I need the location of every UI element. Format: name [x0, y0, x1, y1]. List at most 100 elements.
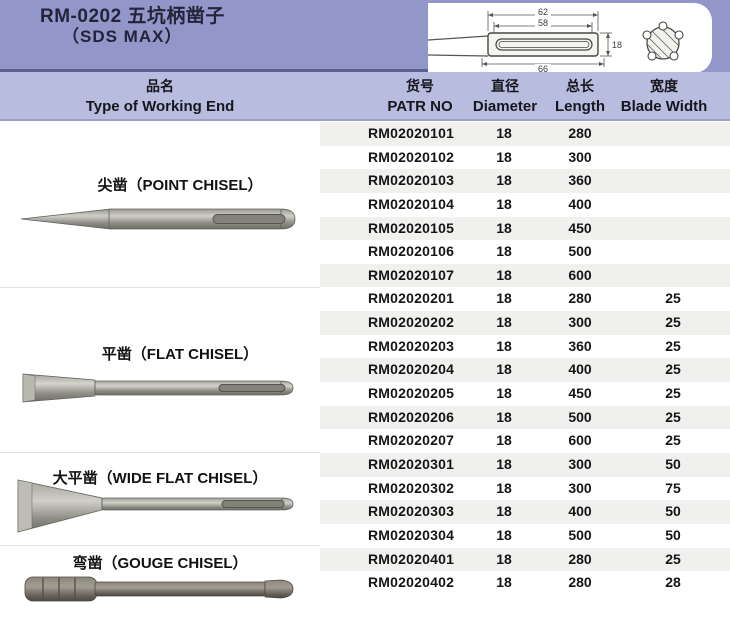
cell-dia: 18: [496, 337, 512, 354]
cell-part: RM02020107: [368, 266, 455, 283]
cell-part: RM02020101: [368, 125, 455, 141]
dim-66-label: 66: [538, 64, 548, 73]
cell-part: RM02020204: [368, 361, 455, 378]
cell-part: RM02020206: [368, 408, 455, 425]
cell-len: 280: [568, 550, 592, 567]
gouge-chisel-image: [0, 573, 320, 610]
cell-part: RM02020304: [368, 526, 455, 543]
header-partno-en: PATR NO: [387, 98, 453, 116]
top-banner: RM-0202 五坑柄凿子 （SDS MAX）: [0, 0, 730, 73]
table-row: RM02020204 18 400 25: [320, 358, 730, 383]
table-row: RM02020103 18 360: [320, 169, 730, 193]
cell-part: RM02020102: [368, 148, 455, 165]
cell-bw: [643, 240, 703, 264]
cell-len: 500: [568, 526, 592, 543]
flat-chisel-image: [0, 366, 320, 415]
cell-dia: 18: [496, 385, 512, 402]
table-row: RM02020303 18 400 50: [320, 500, 730, 524]
header-partno-cn: 货号: [406, 78, 434, 94]
cell-dia: 18: [496, 243, 512, 260]
cell-len: 360: [568, 172, 592, 189]
point-chisel-image: [0, 197, 320, 246]
working-end-column: 尖凿（POINT CHISEL） 平: [0, 122, 320, 602]
cell-len: 600: [568, 432, 592, 449]
header-length: 总长 Length: [535, 76, 625, 118]
header-len-cn: 总长: [566, 78, 594, 94]
wide-flat-chisel-image: [0, 474, 320, 541]
cell-len: 280: [568, 290, 592, 307]
table-row: RM02020207 18 600 25: [320, 429, 730, 453]
cell-dia: 18: [496, 408, 512, 425]
header-product-type: 品名 Type of Working End: [0, 76, 320, 118]
table-row: RM02020402 18 280 28: [320, 571, 730, 595]
cell-bw: [643, 122, 703, 146]
wide-flat-chisel-label: 大平凿（WIDE FLAT CHISEL）: [52, 470, 268, 487]
cell-dia: 18: [496, 219, 512, 236]
header-bw-en: Blade Width: [620, 98, 708, 116]
dim-58-label: 58: [538, 18, 548, 28]
table-header: 品名 Type of Working End 货号 PATR NO 直径 Dia…: [0, 72, 730, 121]
table-row: RM02020301 18 300 50: [320, 452, 730, 477]
table-row: RM02020302 18 300 75: [320, 477, 730, 501]
cell-dia: 18: [496, 503, 512, 520]
cell-dia: 18: [496, 526, 512, 543]
cell-part: RM02020401: [368, 550, 455, 567]
header-dia-en: Diameter: [472, 98, 538, 116]
cell-part: RM02020106: [368, 243, 455, 260]
table-row: RM02020101 18 280: [320, 122, 730, 146]
cell-dia: 18: [496, 455, 512, 472]
cell-part: RM02020207: [368, 432, 455, 449]
flat-chisel-label: 平凿（FLAT CHISEL）: [101, 346, 259, 363]
dim-62-label: 62: [538, 7, 548, 17]
cell-part: RM02020302: [368, 479, 455, 496]
cell-bw: 25: [665, 550, 681, 567]
cell-part: RM02020203: [368, 337, 455, 354]
cell-part: RM02020201: [368, 290, 455, 307]
cell-len: 300: [568, 148, 592, 165]
cell-dia: 18: [496, 125, 512, 141]
cell-len: 400: [568, 503, 592, 520]
section-gouge-chisel: 弯凿（GOUGE CHISEL）: [0, 545, 320, 602]
cell-bw: 25: [665, 432, 681, 449]
cell-part: RM02020104: [368, 195, 455, 212]
shank-type-subtitle: （SDS MAX）: [62, 26, 183, 46]
cell-len: 450: [568, 385, 592, 402]
section-flat-chisel: 平凿（FLAT CHISEL）: [0, 287, 320, 452]
header-diameter: 直径 Diameter: [455, 76, 555, 118]
table-row: RM02020304 18 500 50: [320, 524, 730, 548]
cell-len: 500: [568, 243, 592, 260]
cell-part: RM02020202: [368, 314, 455, 331]
cell-bw: 25: [665, 361, 681, 378]
cell-dia: 18: [496, 574, 512, 591]
section-point-chisel: 尖凿（POINT CHISEL）: [0, 122, 320, 287]
header-dia-cn: 直径: [491, 78, 519, 94]
shank-cross-section: [642, 21, 684, 61]
table-row: RM02020206 18 500 25: [320, 405, 730, 430]
cell-dia: 18: [496, 266, 512, 283]
header-blade-width: 宽度 Blade Width: [605, 76, 723, 118]
cell-bw: [643, 146, 703, 170]
cell-len: 280: [568, 125, 592, 141]
cell-bw: [643, 217, 703, 241]
table-row: RM02020202 18 300 25: [320, 311, 730, 335]
cell-bw: 50: [665, 455, 681, 472]
dim-18-label: 18: [612, 40, 622, 50]
table-row: RM02020203 18 360 25: [320, 335, 730, 359]
gouge-chisel-label: 弯凿（GOUGE CHISEL）: [72, 555, 248, 572]
cell-bw: 25: [665, 385, 681, 402]
cell-len: 300: [568, 479, 592, 496]
cell-dia: 18: [496, 290, 512, 307]
table-row: RM02020205 18 450 25: [320, 382, 730, 406]
header-product-en: Type of Working End: [85, 98, 235, 116]
cell-part: RM02020402: [368, 574, 455, 591]
cell-bw: [643, 193, 703, 217]
cell-dia: 18: [496, 148, 512, 165]
cell-part: RM02020103: [368, 172, 455, 189]
section-wide-flat-chisel: 大平凿（WIDE FLAT CHISEL）: [0, 452, 320, 545]
header-product-cn: 品名: [146, 78, 174, 94]
header-len-en: Length: [555, 98, 605, 116]
table-row: RM02020102 18 300: [320, 146, 730, 170]
banner-divider: [0, 69, 432, 72]
cell-bw: [643, 264, 703, 288]
cell-dia: 18: [496, 195, 512, 212]
